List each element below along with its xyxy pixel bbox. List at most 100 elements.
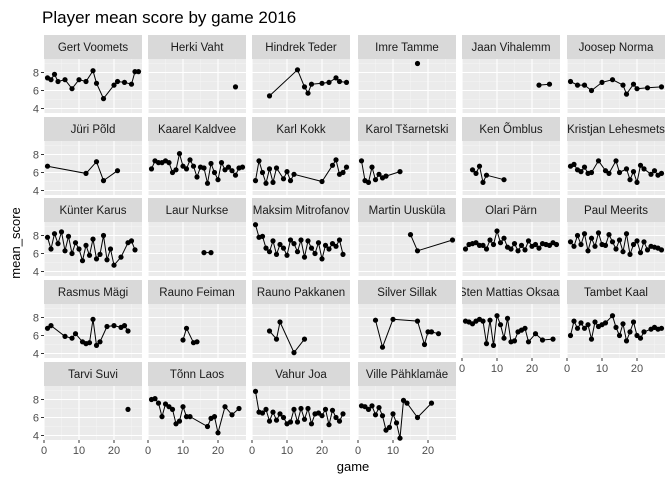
facet-strip-label: Rauno Feiman bbox=[159, 287, 234, 299]
facet-panels: Gert Voomets 4 6 8 Herki Vaht Hindrek Teder Im… bbox=[33, 35, 665, 457]
facet-panel: Olari Pärn bbox=[461, 198, 560, 276]
data-point bbox=[379, 413, 386, 419]
data-point bbox=[111, 262, 117, 268]
x-tick-label: 10 bbox=[491, 363, 503, 375]
data-point bbox=[301, 416, 308, 422]
data-point bbox=[301, 84, 308, 90]
data-point bbox=[480, 179, 486, 185]
data-point bbox=[125, 328, 131, 334]
data-point bbox=[266, 418, 273, 424]
data-point bbox=[497, 322, 504, 328]
data-point bbox=[201, 165, 207, 171]
data-point bbox=[592, 243, 598, 249]
facet-strip bbox=[44, 35, 142, 59]
data-point bbox=[602, 242, 609, 248]
data-point bbox=[266, 249, 273, 255]
data-point bbox=[620, 82, 626, 88]
data-point bbox=[333, 157, 339, 163]
data-point bbox=[62, 248, 68, 254]
data-point bbox=[588, 87, 595, 94]
data-point bbox=[280, 245, 287, 251]
data-point bbox=[159, 414, 165, 420]
data-point bbox=[578, 169, 584, 175]
facet-strip bbox=[44, 198, 142, 222]
y-tick-label: 8 bbox=[33, 68, 39, 80]
facet-strip-label: Martin Uusküla bbox=[369, 205, 446, 217]
data-point bbox=[613, 324, 619, 330]
facet-panel: Künter Karus 4 6 8 bbox=[33, 198, 142, 279]
data-point bbox=[270, 409, 276, 415]
facet-strip bbox=[567, 198, 665, 222]
data-point bbox=[581, 82, 588, 88]
data-point bbox=[90, 68, 96, 74]
data-point bbox=[326, 79, 332, 85]
data-point bbox=[93, 159, 100, 165]
data-point bbox=[111, 323, 117, 329]
data-point bbox=[76, 246, 82, 252]
facet-panel: Sten Mattias Oksaar 0 10 20 bbox=[459, 280, 560, 375]
data-point bbox=[336, 78, 343, 85]
facet-strip-label: Ken Õmblus bbox=[479, 123, 543, 136]
data-point bbox=[229, 168, 235, 174]
data-point bbox=[211, 414, 218, 420]
data-point bbox=[340, 411, 346, 417]
data-point bbox=[176, 151, 183, 157]
data-point bbox=[65, 233, 72, 239]
data-point bbox=[270, 238, 276, 244]
y-axis-title: mean_score bbox=[8, 207, 23, 279]
data-point bbox=[100, 178, 107, 184]
data-point bbox=[215, 430, 221, 436]
data-point bbox=[128, 81, 135, 87]
facet-strip-label: Silver Sillak bbox=[377, 287, 437, 299]
data-point bbox=[79, 258, 86, 264]
facet-panel: Laur Nurkse bbox=[147, 198, 246, 276]
data-point bbox=[162, 401, 169, 407]
data-point bbox=[497, 240, 504, 246]
data-point bbox=[100, 232, 107, 239]
data-point bbox=[627, 177, 633, 183]
data-point bbox=[319, 256, 325, 262]
facet-plot-area bbox=[358, 59, 456, 113]
data-point bbox=[329, 162, 336, 168]
data-point bbox=[637, 250, 644, 256]
data-point bbox=[236, 405, 242, 412]
facet-strip bbox=[148, 198, 246, 222]
data-point bbox=[473, 240, 479, 246]
facet-strip bbox=[148, 362, 246, 386]
data-point bbox=[166, 404, 172, 410]
data-point bbox=[525, 339, 532, 345]
data-point bbox=[259, 169, 266, 176]
data-point bbox=[315, 410, 322, 416]
data-point bbox=[114, 168, 121, 174]
data-point bbox=[183, 166, 190, 172]
data-point bbox=[480, 242, 486, 248]
data-point bbox=[201, 250, 207, 256]
data-point bbox=[658, 170, 665, 176]
facet-panel: Paul Meerits bbox=[566, 198, 665, 276]
data-point bbox=[284, 169, 290, 175]
data-point bbox=[637, 335, 644, 341]
data-point bbox=[277, 411, 283, 417]
facet-panel: Joosep Norma bbox=[566, 35, 665, 113]
data-point bbox=[263, 180, 269, 186]
data-point bbox=[183, 325, 190, 331]
data-point bbox=[588, 336, 595, 342]
data-point bbox=[525, 238, 532, 244]
facet-strip bbox=[567, 280, 665, 304]
data-point bbox=[93, 256, 100, 262]
data-point bbox=[487, 317, 493, 323]
data-point bbox=[204, 423, 211, 430]
data-point bbox=[599, 79, 605, 85]
data-point bbox=[651, 168, 658, 174]
data-point bbox=[501, 235, 507, 241]
data-point bbox=[48, 77, 54, 83]
data-point bbox=[104, 323, 110, 330]
data-point bbox=[291, 350, 297, 356]
data-point bbox=[574, 82, 581, 88]
data-point bbox=[613, 158, 619, 164]
x-tick-label: 20 bbox=[526, 363, 538, 375]
data-point bbox=[305, 90, 311, 96]
data-point bbox=[148, 166, 155, 172]
data-point bbox=[336, 237, 343, 243]
